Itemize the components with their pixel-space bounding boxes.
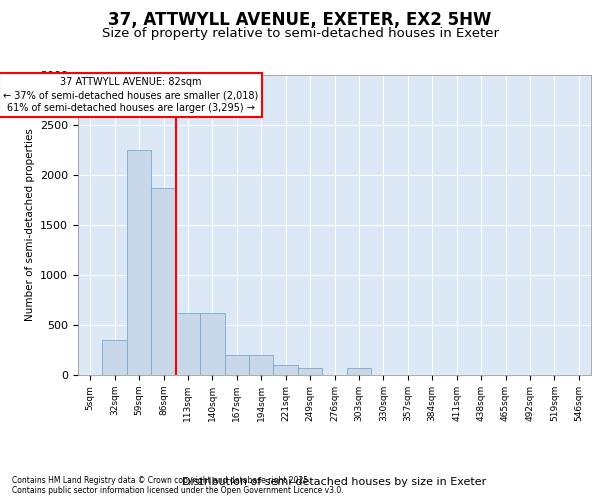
Text: 37 ATTWYLL AVENUE: 82sqm
← 37% of semi-detached houses are smaller (2,018)
61% o: 37 ATTWYLL AVENUE: 82sqm ← 37% of semi-d…: [3, 77, 258, 114]
Y-axis label: Number of semi-detached properties: Number of semi-detached properties: [25, 128, 35, 322]
Bar: [298, 368, 322, 375]
Bar: [347, 368, 371, 375]
Bar: [249, 355, 274, 375]
Bar: [274, 364, 298, 375]
Bar: [151, 188, 176, 375]
Bar: [200, 313, 224, 375]
Bar: [176, 313, 200, 375]
Bar: [127, 150, 151, 375]
X-axis label: Distribution of semi-detached houses by size in Exeter: Distribution of semi-detached houses by …: [182, 476, 487, 486]
Bar: [78, 374, 103, 375]
Bar: [224, 355, 249, 375]
Bar: [103, 340, 127, 375]
Text: Size of property relative to semi-detached houses in Exeter: Size of property relative to semi-detach…: [101, 28, 499, 40]
Text: 37, ATTWYLL AVENUE, EXETER, EX2 5HW: 37, ATTWYLL AVENUE, EXETER, EX2 5HW: [109, 11, 491, 29]
Text: Contains HM Land Registry data © Crown copyright and database right 2025.
Contai: Contains HM Land Registry data © Crown c…: [12, 476, 344, 495]
